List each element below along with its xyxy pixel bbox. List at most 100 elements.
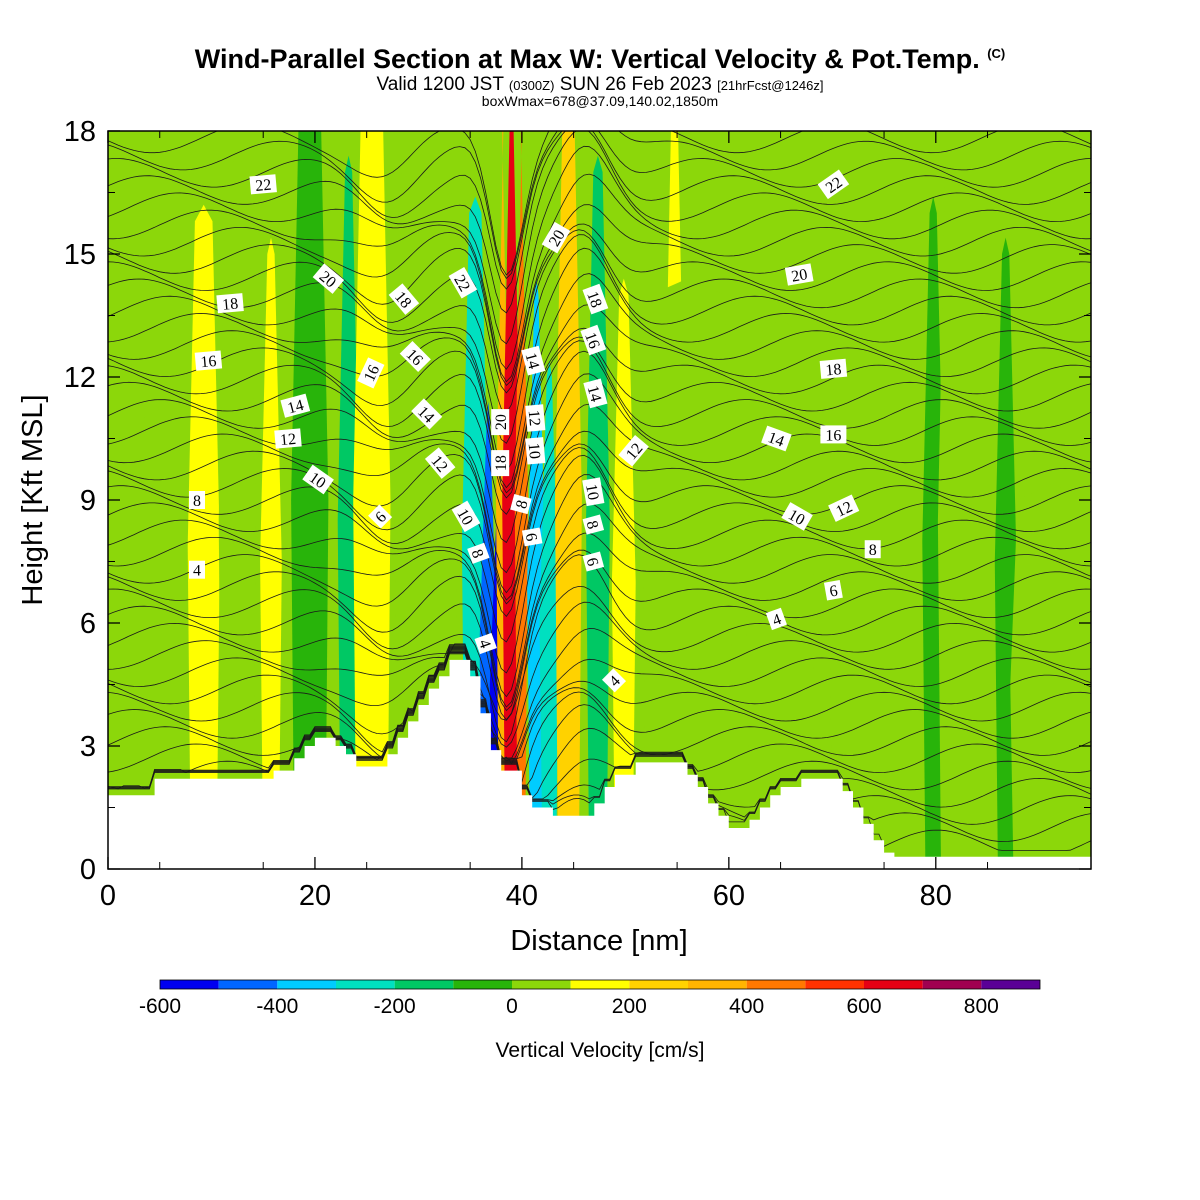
w-band-2: [218, 155, 256, 869]
contour-label-text: 6: [828, 583, 839, 601]
contour-label-box: [474, 632, 497, 655]
contour-labels: 22 18 16 14 12 10 8 4 20 16 6 18 16 14 12 22 10 8 4 20 18 8 14…: [189, 169, 881, 693]
y-tick-label: 12: [64, 362, 96, 394]
contour-label: 4: [601, 668, 627, 693]
contour-label-box: [424, 447, 456, 479]
contour-label: 22: [817, 169, 850, 200]
contour-label-text: 14: [584, 384, 605, 404]
isentrope-line: [108, 131, 1091, 290]
contour-label: 6: [521, 527, 543, 547]
contour-label-text: 4: [193, 563, 201, 580]
isentrope-line: [108, 646, 1091, 760]
isentrope-line: [108, 336, 1091, 515]
contour-label-box: [582, 551, 605, 572]
contour-label-box: [510, 494, 532, 515]
isentrope-line: [108, 247, 1091, 473]
contour-label-box: [541, 221, 571, 254]
isentrope-line: [108, 454, 1091, 674]
contour-label-box: [467, 542, 490, 564]
contour-label-box: [521, 527, 543, 547]
contour-label-text: 22: [255, 177, 272, 195]
isentrope-line: [108, 131, 1091, 314]
y-tick-label: 18: [64, 116, 96, 148]
contour-label-text: 16: [581, 330, 602, 351]
contour-label: 8: [510, 494, 532, 515]
contour-label-box: [280, 393, 311, 418]
colorbar-swatch: [805, 980, 864, 989]
colorbar-tick-label: 0: [506, 995, 518, 1018]
contour-label-box: [582, 283, 609, 315]
contour-label-box: [765, 607, 787, 631]
contour-label: 20: [784, 263, 814, 286]
x-tick-label: 20: [299, 880, 331, 912]
contour-label-text: 22: [450, 272, 473, 294]
isentrope-line: [108, 234, 1091, 444]
y-tick-label: 6: [80, 608, 96, 640]
contour-label: 22: [249, 174, 277, 195]
isentrope-line: [108, 447, 1091, 643]
vertical-velocity-field: [108, 131, 1091, 869]
contour-label: 10: [781, 502, 813, 531]
colorbar-swatch: [746, 980, 806, 989]
contour-label: 14: [521, 345, 546, 376]
contour-label: 4: [765, 607, 787, 631]
contour-label-text: 12: [833, 498, 855, 520]
colorbar-swatch: [981, 980, 1040, 989]
contour-label-box: [761, 425, 792, 452]
x-tick-label: 60: [713, 880, 745, 912]
contour-label-box: [817, 169, 850, 200]
contour-label-text: 14: [522, 351, 543, 371]
contour-label: 16: [399, 340, 431, 373]
contour-label: 12: [274, 428, 302, 449]
colorbar-swatch: [570, 980, 630, 989]
contour-label-box: [583, 378, 608, 409]
isentrope-line: [108, 273, 1091, 489]
contour-label: 10: [582, 477, 605, 507]
subtitle-date: SUN 26 Feb 2023: [559, 74, 712, 95]
contour-label-text: 12: [525, 409, 543, 426]
contour-label-text: 12: [279, 431, 296, 449]
chart-title: Wind-Parallel Section at Max W: Vertical…: [0, 44, 1200, 75]
contour-label: 8: [864, 540, 881, 559]
contour-label-box: [820, 425, 847, 444]
contour-label: 6: [823, 579, 843, 601]
y-tick-label: 9: [80, 485, 96, 517]
colorbar-tick-label: -600: [139, 995, 181, 1018]
isentrope-line: [108, 403, 1091, 601]
contour-label: 22: [448, 266, 478, 299]
contour-label: 10: [525, 437, 546, 465]
y-tick-label: 3: [80, 731, 96, 763]
contour-label: 8: [582, 514, 605, 535]
contour-label-box: [357, 357, 385, 389]
contour-label-text: 18: [825, 361, 842, 379]
contour-label-box: [781, 502, 813, 531]
colorbar-swatch: [629, 980, 688, 989]
contour-label: 10: [451, 500, 481, 533]
contour-label-box: [582, 477, 605, 507]
isentrope-line: [108, 145, 1091, 370]
colorbar-tick-label: 200: [612, 995, 647, 1018]
isentrope-line: [108, 650, 1091, 799]
contour-label: 6: [368, 504, 393, 529]
chart-subtitle: Valid 1200 JST (0300Z) SUN 26 Feb 2023 […: [0, 74, 1200, 96]
isentrope-line: [108, 131, 1091, 280]
contour-label: 10: [302, 464, 334, 495]
contour-label-box: [521, 345, 546, 376]
colorbar-label: Vertical Velocity [cm/s]: [496, 1039, 705, 1062]
colorbar-tick-label: -200: [374, 995, 416, 1018]
contour-label: 12: [828, 494, 860, 522]
isentrope-line: [108, 430, 1091, 605]
contour-label-text: 10: [582, 483, 602, 502]
isentrope-line: [108, 350, 1091, 574]
contour-label: 16: [580, 324, 607, 356]
terrain-area: [108, 659, 1091, 869]
contour-label-box: [784, 263, 814, 286]
isentrope-line: [108, 647, 1091, 760]
colorbar-swatch: [688, 980, 747, 989]
terrain-mask: [108, 659, 1091, 869]
contour-label: 16: [820, 425, 847, 444]
y-tick-label: 15: [64, 239, 96, 271]
contour-label-text: 20: [493, 414, 510, 430]
contour-label-box: [448, 266, 478, 299]
contour-label-box: [864, 540, 881, 559]
